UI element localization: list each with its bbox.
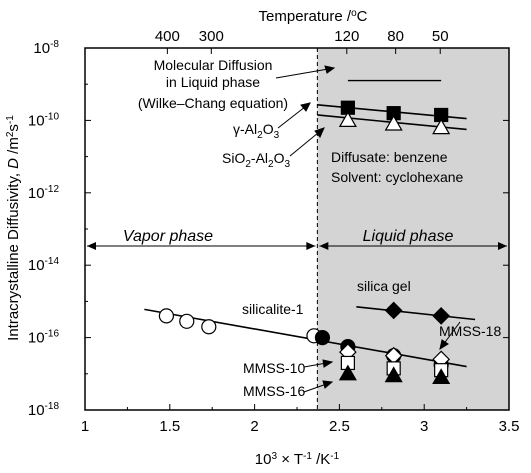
y-tick-label: 10-14: [28, 256, 60, 274]
vapor-phase-arrow-head-right: [306, 242, 316, 250]
y-tick-label: 10-8: [33, 39, 59, 57]
annot-solvent: Solvent: cyclohexane: [331, 169, 464, 185]
annot-silica-gel: silica gel: [357, 278, 411, 294]
data-point-circle: [158, 308, 175, 324]
x-tick-label: 3: [420, 418, 428, 435]
data-point-triangle: [384, 114, 403, 131]
vapor-phase-label: Vapor phase: [123, 228, 213, 245]
x-tick-label: 1: [81, 418, 89, 435]
top-tick-label: 50: [432, 28, 449, 45]
arrowhead-mmss16: [322, 380, 334, 389]
annot-mmss18: MMSS-18: [439, 323, 501, 339]
arrowhead-gamma: [300, 102, 311, 112]
liquid-phase-arrow-head-right: [498, 242, 507, 250]
arrowhead-mmss10: [322, 359, 334, 368]
arrowhead-mmss18: [439, 339, 449, 351]
fit-line: [356, 306, 476, 321]
annot-mmss16: MMSS-16: [243, 383, 305, 399]
y-tick-label: 10-12: [28, 184, 60, 202]
x-tick-label: 2: [250, 418, 258, 435]
annot-diffusate: Diffusate: benzene: [331, 149, 448, 165]
arrow-molecular: [275, 67, 335, 79]
data-point-diamond: [384, 301, 403, 320]
x-axis-title: 103 × T-1 /K-1: [255, 451, 340, 468]
top-axis-title: Temperature /oC: [259, 8, 368, 25]
liquid-phase-arrow-head-left: [319, 242, 329, 250]
top-tick-label: 300: [199, 28, 224, 45]
data-point-triangle: [338, 364, 357, 381]
annot-silica-alumina: SiO2-Al2O3: [222, 150, 290, 170]
top-tick-label: 80: [387, 28, 404, 45]
data-point-circle: [179, 313, 195, 329]
annotations: Molecular Diffusion in Liquid phase (Wil…: [138, 57, 502, 399]
y-tick-label: 10-16: [28, 329, 60, 347]
x-tick-label: 3.5: [499, 418, 520, 435]
data-point-triangle: [338, 111, 357, 128]
y-axis-title: Intracrystalline Diffusivity, D /m2s-1: [5, 115, 22, 341]
annot-molecular-2: in Liquid phase: [166, 74, 260, 90]
arrowhead-molecular: [324, 65, 336, 74]
axis-ticks: 1 1.5 2 2.5 3 3.5 10-18 10-16 10-14 10-12 10-10 10-…: [28, 28, 520, 435]
y-tick-label: 10-10: [28, 111, 60, 129]
annot-silicalite: silicalite-1: [242, 301, 304, 317]
phase-arrows: [87, 242, 507, 250]
y-tick-label: 10-18: [28, 401, 60, 419]
annot-mmss10: MMSS-10: [243, 360, 305, 376]
annot-molecular-3: (Wilke–Chang equation): [138, 95, 288, 111]
data-point-triangle: [384, 366, 403, 383]
x-tick-label: 2.5: [329, 418, 350, 435]
top-tick-label: 120: [334, 28, 359, 45]
top-tick-label: 400: [155, 28, 180, 45]
arrowhead-silica-alumina: [314, 127, 325, 138]
liquid-phase-label: Liquid phase: [363, 228, 454, 245]
data-point-triangle: [432, 368, 451, 385]
data-markers: [158, 100, 451, 385]
x-tick-label: 1.5: [159, 418, 180, 435]
annot-molecular-1: Molecular Diffusion: [154, 57, 273, 73]
data-point-circle: [201, 319, 217, 335]
annot-gamma-alumina: γ-Al2O3: [233, 121, 280, 141]
annotation-arrows: [275, 65, 461, 393]
data-point-triangle: [432, 118, 451, 135]
fit-line: [144, 308, 467, 368]
data-point-circle: [314, 330, 331, 346]
vapor-phase-arrow-head-left: [87, 242, 96, 250]
data-point-diamond: [432, 307, 451, 325]
